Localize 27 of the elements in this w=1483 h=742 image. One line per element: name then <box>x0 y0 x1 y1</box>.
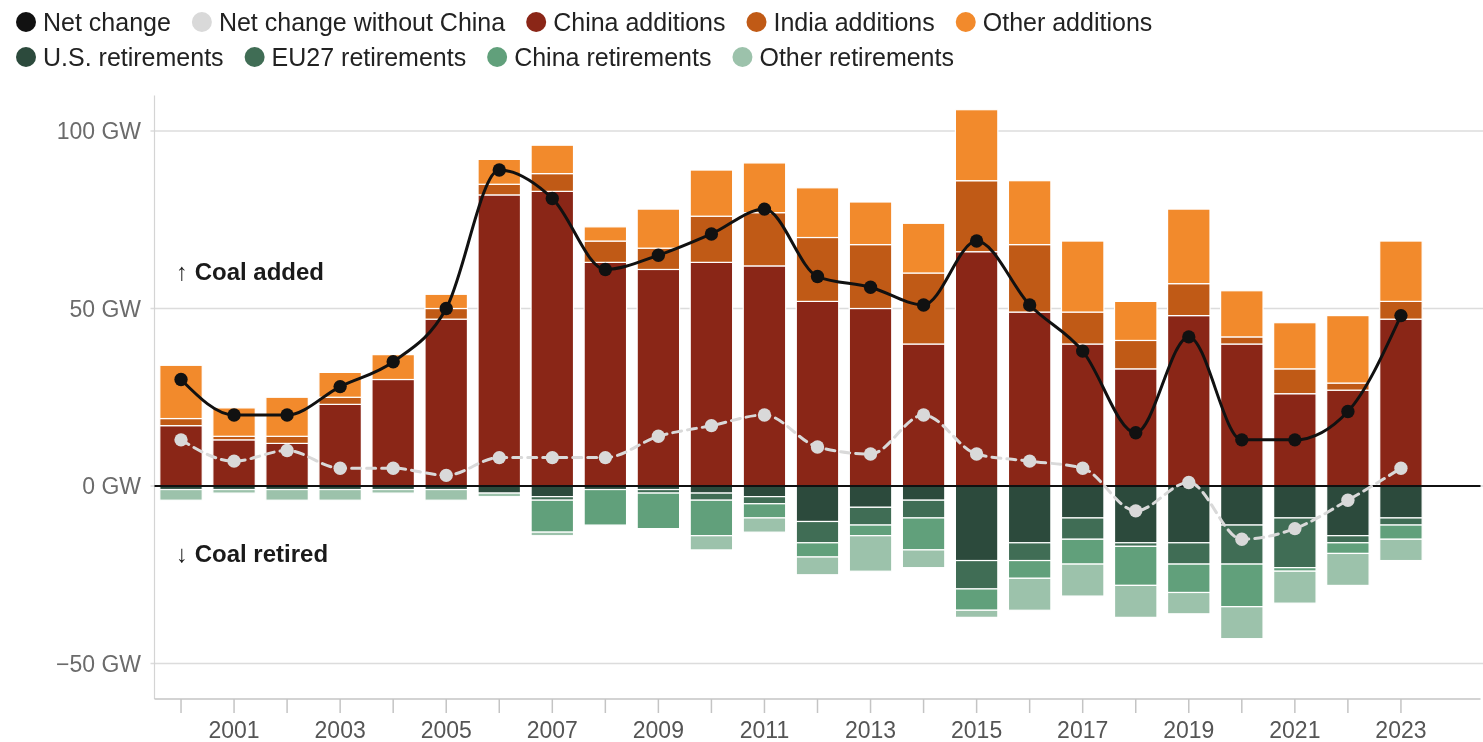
legend-label: U.S. retirements <box>43 43 224 71</box>
x-tick-label: 2021 <box>1269 717 1321 742</box>
y-tick-label: 100 GW <box>56 118 142 144</box>
x-tick-label: 2015 <box>951 717 1003 742</box>
x-tick-label: 2011 <box>739 717 790 742</box>
x-tick-label: 2013 <box>844 717 897 742</box>
y-tick-label: 50 GW <box>69 295 142 322</box>
x-tick-label: 2007 <box>526 717 578 742</box>
x-tick-label: 2019 <box>1163 717 1215 742</box>
annotation: ↓ Coal retired <box>176 539 329 567</box>
x-tick-label: 2023 <box>1375 717 1427 742</box>
legend-label: China additions <box>553 8 726 36</box>
x-tick-label: 2017 <box>1057 717 1109 742</box>
legend-label: China retirements <box>514 43 712 71</box>
x-tick-label: 2009 <box>632 717 684 742</box>
annotation: ↑ Coal added <box>176 257 325 285</box>
y-tick-label: −50 GW <box>55 650 142 677</box>
legend-label: Net change <box>43 8 171 36</box>
legend-label: Other additions <box>982 8 1153 36</box>
legend-label: India additions <box>773 8 935 36</box>
x-tick-label: 2001 <box>208 717 260 742</box>
x-tick-label: 2005 <box>420 717 472 742</box>
y-tick-label: 0 GW <box>82 473 142 499</box>
legend-label: Net change without China <box>218 8 506 36</box>
x-tick-label: 2003 <box>314 717 366 742</box>
legend-label: Other retirements <box>759 43 954 71</box>
legend-label: EU27 retirements <box>271 43 467 71</box>
